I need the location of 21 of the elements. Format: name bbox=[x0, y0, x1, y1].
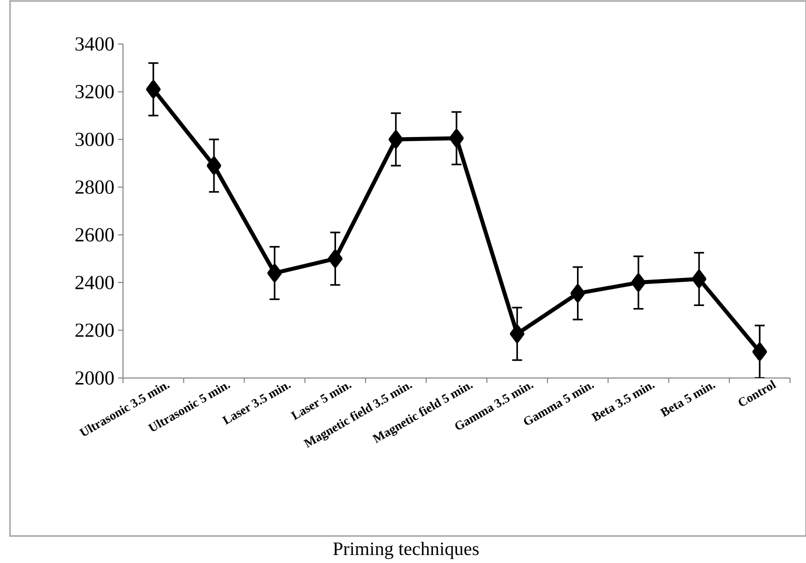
point bbox=[328, 250, 342, 268]
y-tick-label: 2000 bbox=[76, 371, 114, 385]
y-tick-label: 3200 bbox=[76, 84, 114, 98]
point bbox=[752, 342, 767, 361]
point bbox=[146, 80, 161, 98]
point bbox=[510, 324, 524, 343]
y-tick-label: 3400 bbox=[76, 37, 114, 51]
y-tick-label: 2200 bbox=[76, 324, 114, 337]
x-axis-title: Priming techniques bbox=[333, 542, 479, 560]
point bbox=[267, 264, 282, 282]
y-tick-label: 2400 bbox=[76, 276, 114, 290]
point bbox=[388, 130, 404, 148]
y-tick-label: 3000 bbox=[76, 132, 114, 146]
point bbox=[570, 284, 586, 302]
point bbox=[449, 129, 464, 148]
x-tick-label: Beta 5 min. bbox=[660, 384, 716, 418]
point bbox=[631, 274, 646, 292]
y-tick-label: 2600 bbox=[76, 228, 114, 242]
point bbox=[206, 156, 222, 175]
y-tick-label: 2800 bbox=[76, 180, 114, 194]
point bbox=[692, 270, 706, 288]
